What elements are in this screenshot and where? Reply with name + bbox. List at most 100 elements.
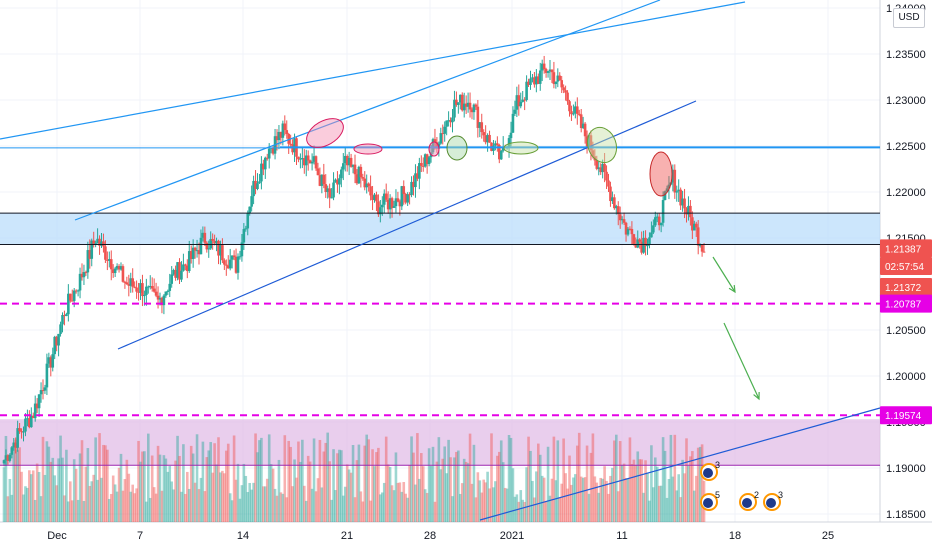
volume-bar <box>162 455 166 522</box>
candle-body <box>655 216 659 218</box>
candle-body <box>293 138 296 153</box>
zone <box>0 213 880 245</box>
candle-body <box>308 160 312 164</box>
volume-bar <box>537 443 540 522</box>
candle-body <box>671 169 675 183</box>
candle-body <box>351 164 355 167</box>
volume-bar <box>172 489 175 522</box>
volume-bar <box>523 501 526 522</box>
volume-bar <box>63 495 66 522</box>
volume-bar <box>443 446 446 522</box>
candle-body <box>566 92 569 102</box>
candle-body <box>106 259 109 261</box>
y-tick-label: 1.20000 <box>886 371 926 383</box>
volume-bar <box>605 480 608 522</box>
volume-bar <box>433 501 437 522</box>
candle-body <box>221 245 224 261</box>
candle-body <box>260 163 263 182</box>
candle-body <box>587 135 591 148</box>
candle-body <box>310 161 314 164</box>
candle-body <box>55 336 58 346</box>
candle-body <box>400 186 404 207</box>
candle-body <box>12 442 16 448</box>
volume-bar <box>265 478 269 522</box>
candle-body <box>577 113 581 115</box>
volume-bar <box>556 440 560 522</box>
highlight-ellipse <box>428 141 440 157</box>
candle-body <box>148 286 152 288</box>
volume-bar <box>650 445 653 522</box>
trend-line <box>479 407 881 521</box>
candle-body <box>111 269 115 274</box>
candle-body <box>702 251 706 253</box>
candle-body <box>248 206 251 214</box>
volume-bar <box>314 491 318 522</box>
candle-body <box>186 265 189 272</box>
volume-bar <box>696 447 700 522</box>
volume-bar <box>291 486 294 522</box>
candle-body <box>69 293 72 301</box>
candle-body <box>554 81 558 85</box>
volume-bar <box>462 458 466 522</box>
price-tags: 1.21387 02:57:54 1.21372 1.20787 1.19574 <box>880 239 932 425</box>
volume-bar <box>478 480 482 522</box>
y-tick-label: 1.22000 <box>886 187 926 199</box>
candle-body <box>632 234 636 244</box>
candle-body <box>240 242 244 257</box>
candle-body <box>26 418 29 420</box>
candle-body <box>386 199 390 210</box>
candle-body <box>275 136 279 141</box>
volume-bar <box>70 500 74 522</box>
volume-bar <box>127 473 131 522</box>
currency-badge[interactable]: USD <box>893 8 925 28</box>
volume-bar <box>435 461 439 522</box>
volume-bar <box>260 437 263 522</box>
candle-body <box>630 228 634 235</box>
volume-bar <box>31 470 35 522</box>
volume-bar <box>256 452 259 522</box>
volume-bar <box>133 493 136 522</box>
volume-bar <box>26 487 29 522</box>
volume-bar <box>207 450 211 522</box>
candle-body <box>513 109 517 114</box>
candle-body <box>82 272 86 278</box>
candle-body <box>687 205 690 215</box>
volume-bar <box>201 441 205 522</box>
candle-body <box>304 155 308 166</box>
volume-bar <box>654 457 657 522</box>
candle-body <box>47 357 51 364</box>
projection-arrowhead <box>728 284 736 294</box>
volume-bar <box>667 478 671 522</box>
volume-bar <box>293 459 296 522</box>
price-tag <box>880 239 932 258</box>
y-tick-label: 1.23000 <box>886 95 926 107</box>
volume-bar <box>209 442 212 522</box>
candle-body <box>213 240 216 244</box>
volume-bar <box>330 499 333 522</box>
candle-body <box>135 287 138 292</box>
candle-body <box>24 418 27 432</box>
volume-bar <box>482 479 485 522</box>
volume-bar <box>65 449 68 522</box>
candle-body <box>476 106 480 128</box>
candle-body <box>191 247 195 260</box>
volume-bar <box>57 458 60 522</box>
x-tick-label: 28 <box>424 530 436 542</box>
volume-bar <box>579 476 583 522</box>
volume-bar <box>425 492 429 522</box>
candle-body <box>217 240 220 256</box>
volume-bar <box>622 463 626 522</box>
y-tick-label: 1.20500 <box>886 325 926 337</box>
volume-bar <box>488 488 491 522</box>
volume-bar <box>587 493 591 522</box>
candle-body <box>133 286 136 288</box>
volume-bar <box>12 444 16 522</box>
candle-body <box>314 156 318 169</box>
time-axis[interactable]: Dec 7 14 21 28 2021 11 18 25 <box>47 530 834 542</box>
volume-bar <box>365 434 368 522</box>
volume-bar <box>470 483 474 522</box>
volume-bar <box>141 451 144 522</box>
volume-bar <box>525 467 528 522</box>
volume-bar <box>630 464 634 522</box>
